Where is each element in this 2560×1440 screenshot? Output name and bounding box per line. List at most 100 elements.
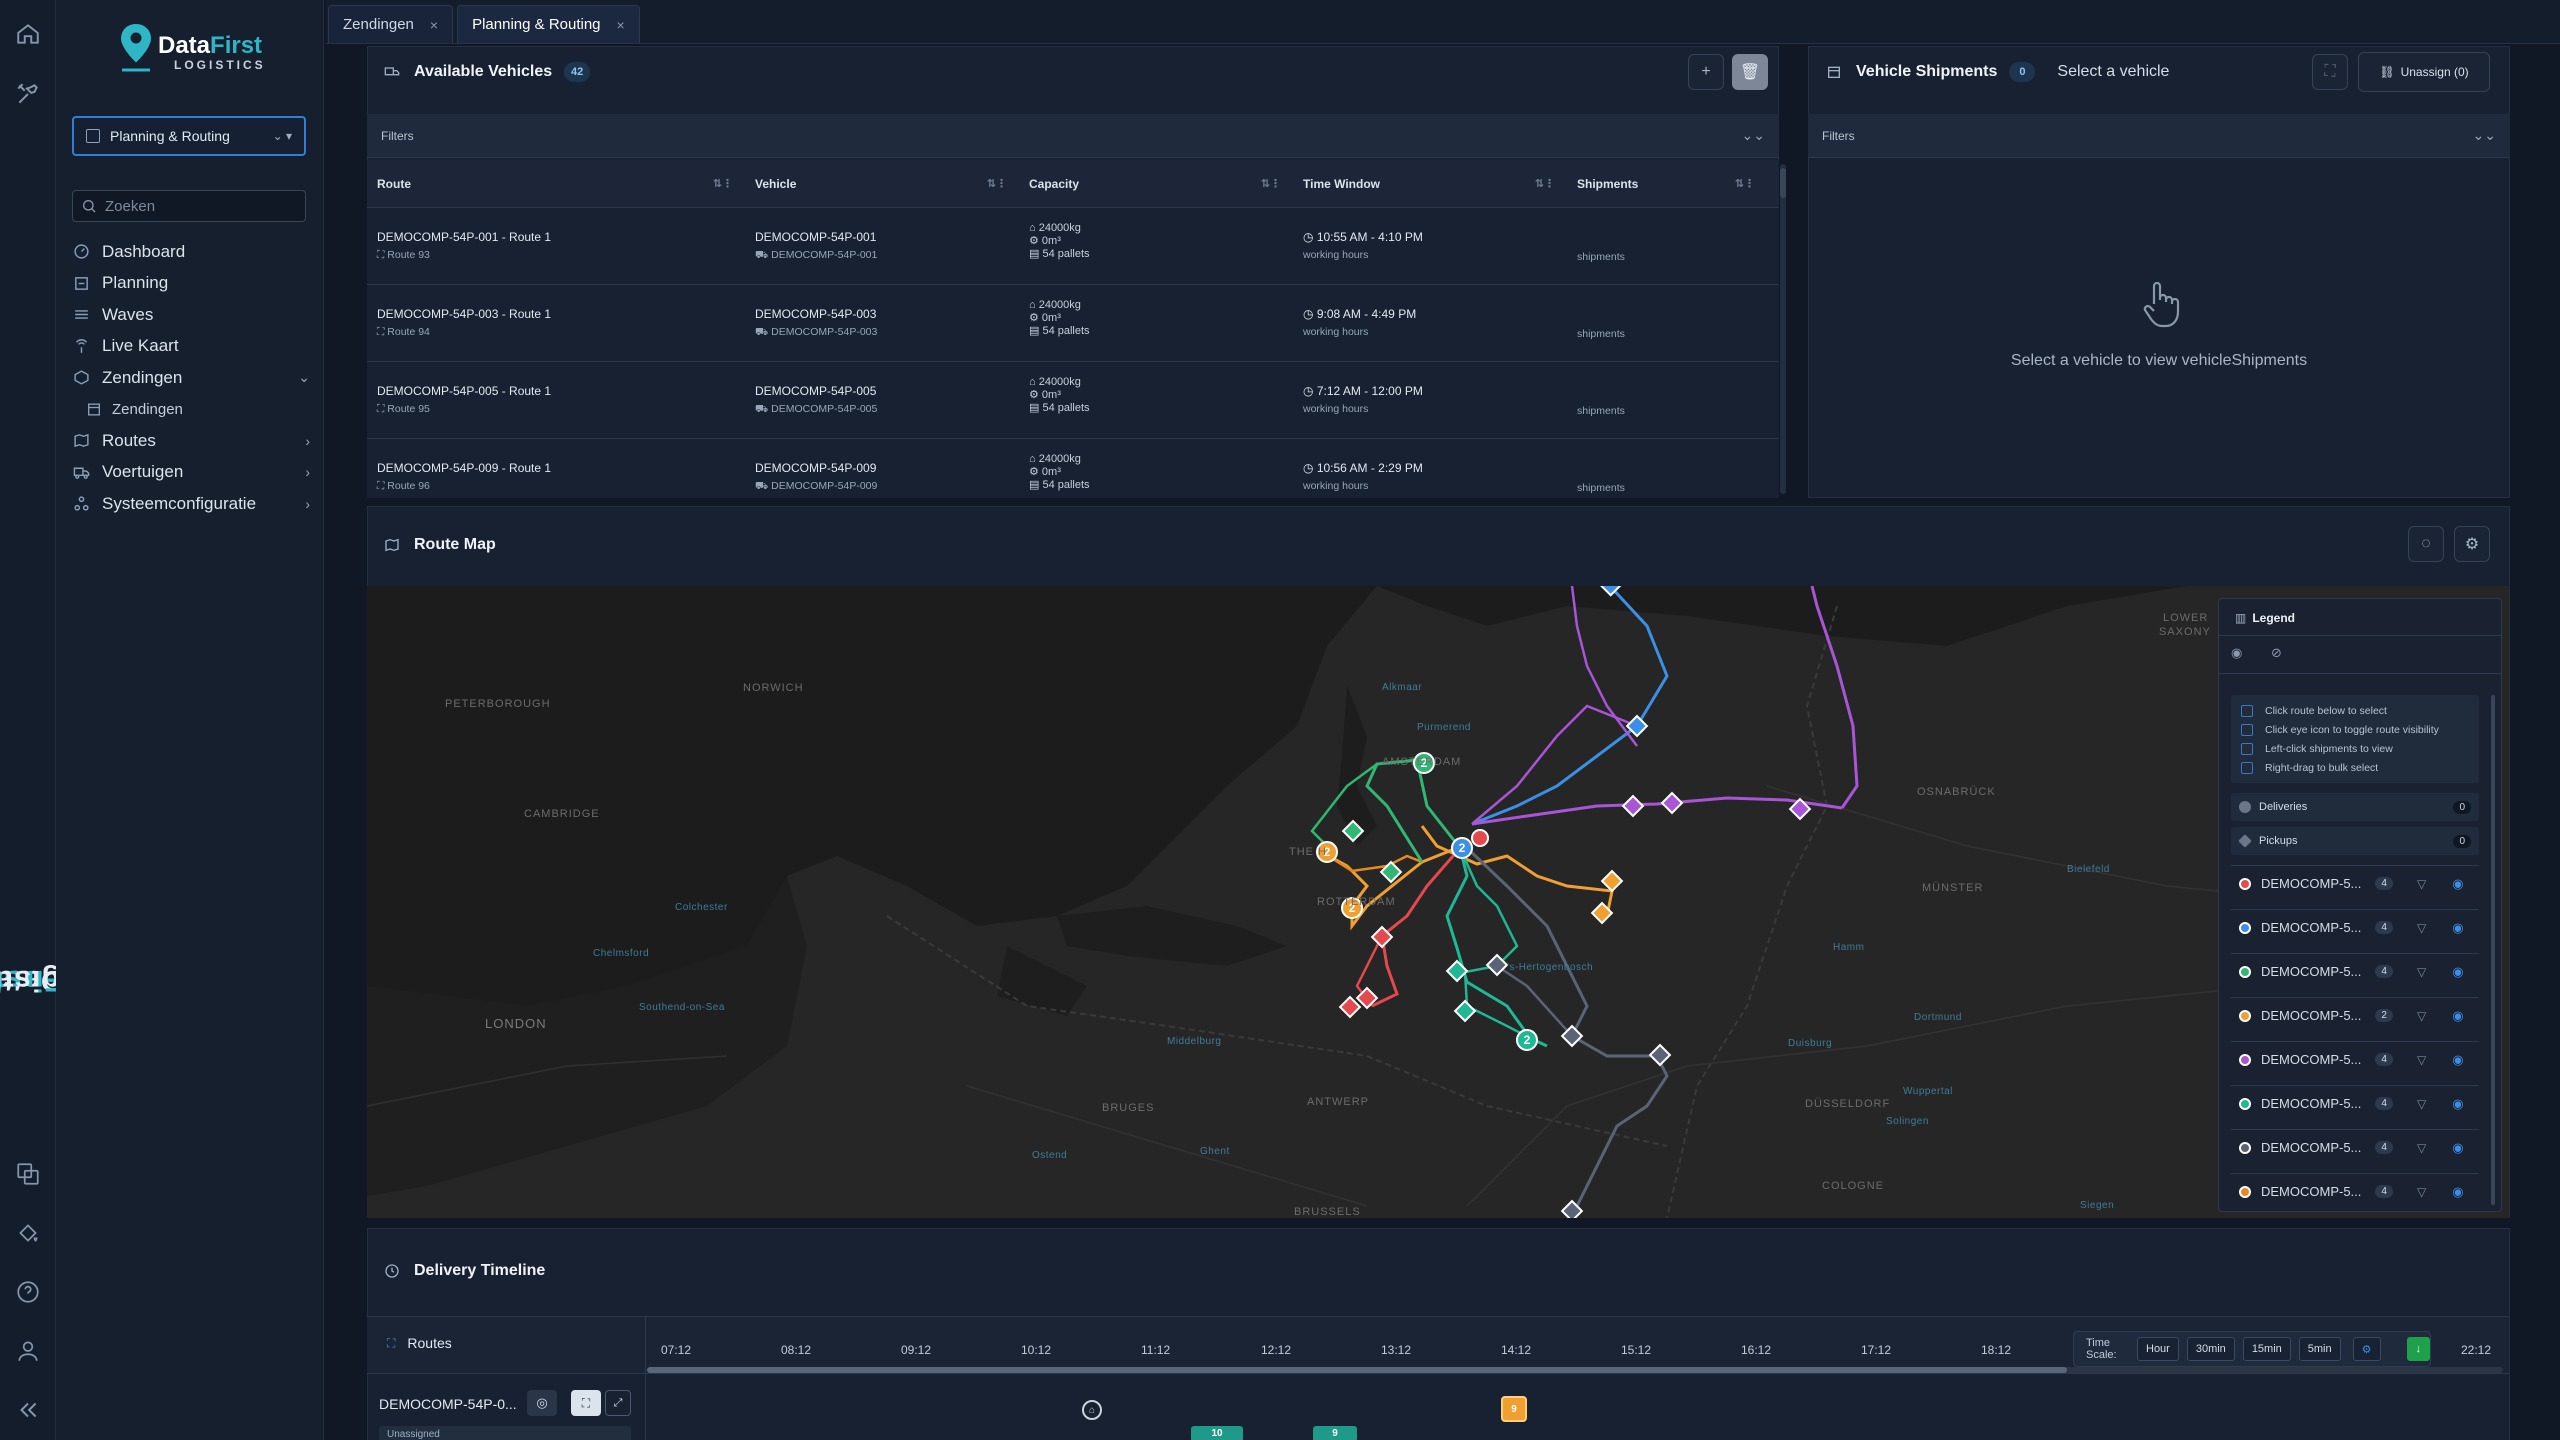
map-marker[interactable] <box>1341 819 1365 843</box>
locate-route-button[interactable]: ◎ <box>527 1390 557 1416</box>
route-map[interactable]: 2 2 2 2 2 PETERBOROUGH NORWICH CAMBRIDGE… <box>367 586 2509 1218</box>
map-marker[interactable] <box>1379 860 1403 884</box>
column-header-capacity[interactable]: Capacity ⇅⋮ <box>1029 176 1281 191</box>
filter-icon[interactable]: ▽ <box>2416 920 2427 935</box>
sidebar-item-routes[interactable]: Routes › <box>64 425 318 457</box>
map-marker[interactable] <box>1590 901 1614 925</box>
map-marker[interactable] <box>1648 1043 1672 1067</box>
add-vehicle-button[interactable]: + <box>1688 54 1724 90</box>
help-icon[interactable] <box>14 1278 42 1306</box>
eye-icon[interactable]: ◉ <box>2231 645 2243 660</box>
unassign-button[interactable]: ⛓ Unassign (0) <box>2358 52 2490 92</box>
sidebar-item-live-kaart[interactable]: Live Kaart <box>64 331 318 363</box>
table-row[interactable]: DEMOCOMP-54P-003 - Route 1 ⛶ Route 94 DEM… <box>367 285 1779 362</box>
delete-vehicle-button[interactable]: 🗑 <box>1732 54 1768 90</box>
locate-button[interactable]: ◌ <box>2408 526 2444 562</box>
tools-icon[interactable] <box>14 80 42 108</box>
legend-route-item[interactable]: DEMOCOMP-5... 4 ▽ ◉ <box>2231 865 2479 901</box>
table-row[interactable]: DEMOCOMP-54P-009 - Route 1 ⛶ Route 96 DEM… <box>367 439 1779 498</box>
table-row[interactable]: DEMOCOMP-54P-001 - Route 1 ⛶ Route 93 DEM… <box>367 208 1779 285</box>
filter-icon[interactable]: ▽ <box>2416 1052 2427 1067</box>
map-marker[interactable] <box>1660 791 1684 815</box>
map-settings-button[interactable]: ⚙ <box>2454 526 2490 562</box>
shipments-filters-bar[interactable]: Filters ⌄⌄ <box>1808 114 2510 158</box>
eye-icon[interactable]: ◉ <box>2452 1139 2464 1155</box>
eye-icon[interactable]: ◉ <box>2452 919 2464 935</box>
depot-icon[interactable]: ⌂ <box>1082 1400 1102 1420</box>
scale-hour-button[interactable]: Hour <box>2137 1337 2179 1361</box>
cluster-marker-utrecht-red[interactable] <box>1471 829 1489 847</box>
map-canvas[interactable]: 2 2 2 2 2 <box>367 586 2509 1218</box>
legend-route-item[interactable]: DEMOCOMP-5... 4 ▽ ◉ <box>2231 1085 2479 1121</box>
map-marker[interactable] <box>1355 986 1379 1010</box>
home-icon[interactable] <box>14 20 42 48</box>
legend-route-item[interactable]: DEMOCOMP-5... 4 ▽ ◉ <box>2231 1129 2479 1165</box>
map-marker[interactable] <box>1370 925 1394 949</box>
vehicles-scrollbar[interactable] <box>1780 164 1786 494</box>
vehicles-filters-bar[interactable]: Filters ⌄⌄ <box>367 114 1779 158</box>
sort-icon[interactable]: ⇅⋮ <box>986 178 1007 190</box>
sidebar-subitem-zendingen[interactable]: Zendingen <box>64 394 318 426</box>
tab-planning-routing[interactable]: Planning & Routing × <box>457 5 640 43</box>
cluster-marker-southeast[interactable]: 2 <box>1516 1029 1538 1051</box>
map-marker[interactable] <box>1625 714 1649 738</box>
eye-icon[interactable]: ◉ <box>2452 875 2464 891</box>
module-select[interactable]: Planning & Routing ⌄ ▾ <box>72 116 306 156</box>
sidebar-item-zendingen[interactable]: Zendingen ⌄ <box>64 362 318 394</box>
sidebar-item-waves[interactable]: Waves <box>64 299 318 331</box>
legend-route-item[interactable]: DEMOCOMP-5... 4 ▽ ◉ <box>2231 1041 2479 1077</box>
eye-icon[interactable]: ◉ <box>2452 1183 2464 1199</box>
sidebar-item-planning[interactable]: Planning <box>64 268 318 300</box>
legend-route-item[interactable]: DEMOCOMP-5... 4 ▽ ◉ <box>2231 909 2479 945</box>
legend-route-item[interactable]: DEMOCOMP-5... 4 ▽ ◉ <box>2231 1173 2479 1209</box>
cluster-marker-amsterdam[interactable]: 2 <box>1413 752 1435 774</box>
column-header-route[interactable]: Route ⇅⋮ <box>377 176 733 191</box>
legend-route-item[interactable]: DEMOCOMP-5... 2 ▽ ◉ <box>2231 997 2479 1033</box>
sidebar-item-systeemconfiguratie[interactable]: Systeemconfiguratie › <box>64 488 318 520</box>
eye-icon[interactable]: ◉ <box>2452 1051 2464 1067</box>
filter-icon[interactable]: ▽ <box>2416 1184 2427 1199</box>
settings-icon[interactable]: ⚙ <box>2352 1337 2381 1361</box>
scale-15min-button[interactable]: 15min <box>2242 1337 2291 1361</box>
map-marker[interactable] <box>1445 959 1469 983</box>
legend-type-pickups[interactable]: Pickups 0 <box>2231 827 2479 855</box>
user-icon[interactable] <box>14 1337 42 1365</box>
timeline-stop-marker[interactable]: 9 <box>1501 1396 1527 1422</box>
legend-scrollbar[interactable] <box>2491 695 2495 1205</box>
eye-icon[interactable]: ◉ <box>2452 963 2464 979</box>
filter-icon[interactable]: ▽ <box>2416 876 2427 891</box>
sort-icon[interactable]: ⇅⋮ <box>1734 178 1755 190</box>
filter-icon[interactable]: ▽ <box>2416 1140 2427 1155</box>
filter-icon[interactable]: ▽ <box>2416 964 2427 979</box>
close-icon[interactable]: × <box>616 16 625 33</box>
sort-icon[interactable]: ⇅⋮ <box>712 178 733 190</box>
cluster-marker-utrecht[interactable]: 2 <box>1451 837 1473 859</box>
tab-zendingen[interactable]: Zendingen × <box>328 5 454 43</box>
close-icon[interactable]: × <box>429 16 439 33</box>
sort-icon[interactable]: ⇅⋮ <box>1534 178 1555 190</box>
search-input[interactable] <box>105 197 285 215</box>
vehicles-scrollbar-thumb[interactable] <box>1780 168 1786 198</box>
table-row[interactable]: DEMOCOMP-54P-005 - Route 1 ⛶ Route 95 DEM… <box>367 362 1779 439</box>
select-all-button[interactable]: ⛶ <box>2312 54 2348 90</box>
eye-off-icon[interactable]: ⊘ <box>2271 645 2282 660</box>
map-marker[interactable] <box>1453 999 1477 1023</box>
map-marker[interactable] <box>1621 794 1645 818</box>
sidebar-search[interactable] <box>72 190 306 222</box>
legend-route-item[interactable]: DEMOCOMP-5... 4 ▽ ◉ <box>2231 953 2479 989</box>
map-marker[interactable] <box>1788 797 1812 821</box>
paint-bucket-icon[interactable] <box>14 1219 42 1247</box>
column-header-shipments[interactable]: Shipments ⇅⋮ <box>1577 176 1755 191</box>
sidebar-item-dashboard[interactable]: Dashboard <box>64 236 318 268</box>
collapse-sidebar-icon[interactable] <box>14 1396 42 1424</box>
timeline-row[interactable]: DEMOCOMP-54P-0... ◎ ⛶ ⤢ Unassigned ⌂ 10 … <box>367 1374 2509 1440</box>
map-marker[interactable] <box>1560 1199 1584 1218</box>
map-marker[interactable] <box>1560 1024 1584 1048</box>
translate-icon[interactable] <box>14 1160 42 1188</box>
filter-icon[interactable]: ▽ <box>2416 1096 2427 1111</box>
column-header-vehicle[interactable]: Vehicle ⇅⋮ <box>755 176 1007 191</box>
map-marker[interactable] <box>1485 953 1509 977</box>
eye-icon[interactable]: ◉ <box>2452 1095 2464 1111</box>
cluster-marker-rotterdam[interactable]: 2 <box>1341 897 1363 919</box>
timeline-block[interactable]: 9 <box>1313 1426 1357 1440</box>
